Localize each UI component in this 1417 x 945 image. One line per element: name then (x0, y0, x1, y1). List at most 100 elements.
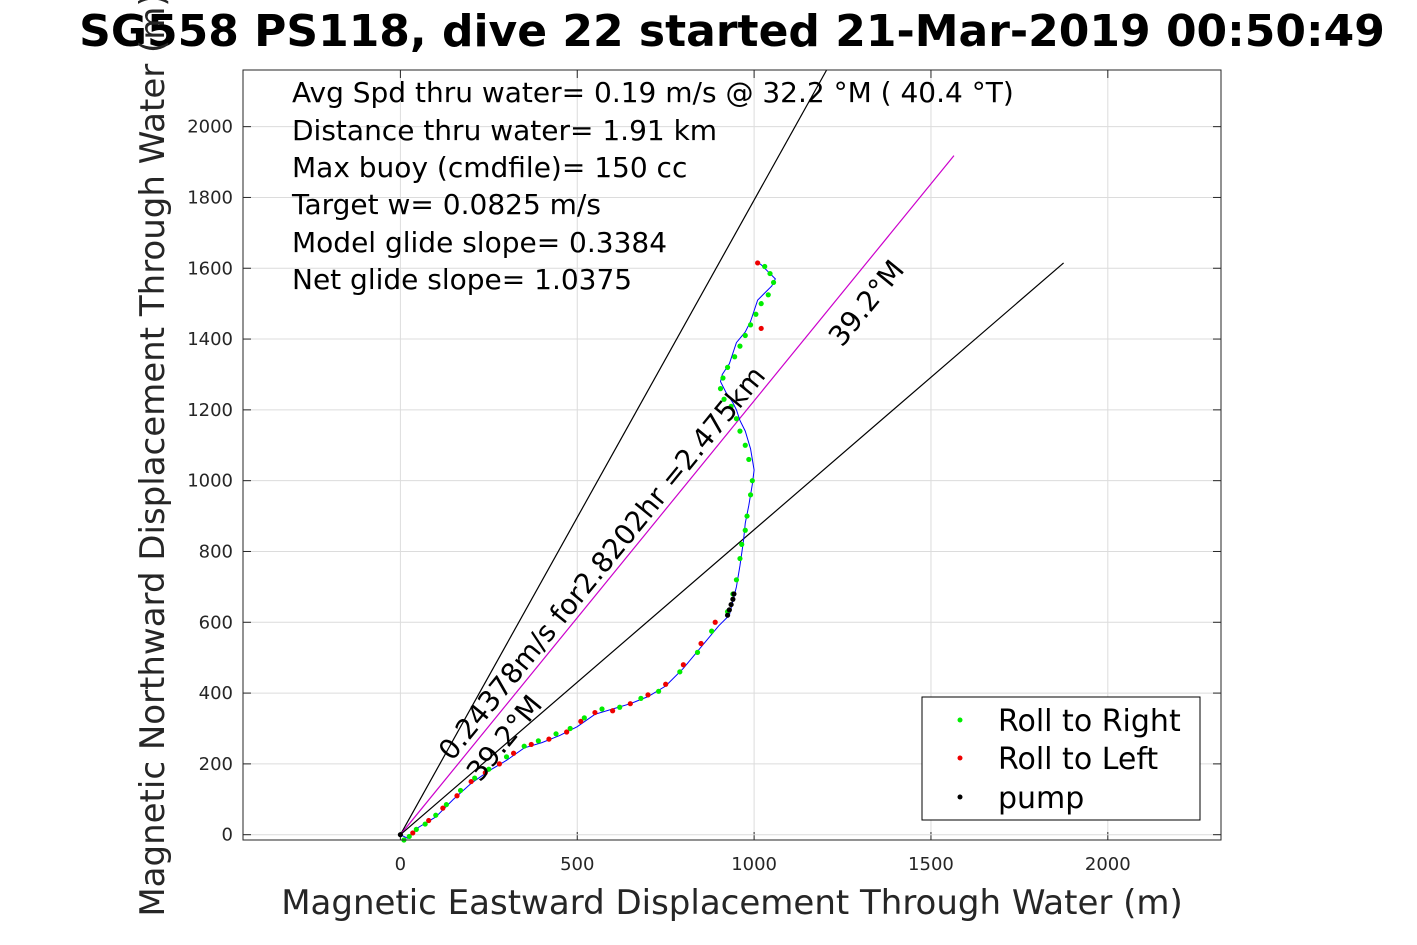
point-roll-to-right (732, 354, 738, 360)
y-tick-label: 1600 (187, 258, 233, 279)
legend: Roll to Right Roll to Left pump (921, 696, 1201, 821)
point-roll-to-right (599, 706, 605, 712)
x-tick-label: 500 (560, 854, 594, 875)
reference-line-lower (400, 262, 1064, 836)
point-roll-to-right (567, 725, 573, 732)
legend-label-pump: pump (998, 781, 1084, 816)
annotation-target-w: Target w= 0.0825 m/s (291, 188, 601, 221)
point-roll-to-right (724, 364, 731, 370)
point-roll-to-left (627, 701, 633, 707)
point-pump (397, 832, 403, 838)
reference-lines (399, 69, 1064, 836)
x-tick-label: 2000 (1085, 854, 1131, 875)
point-pump (724, 612, 731, 618)
y-tick-label: 1800 (187, 187, 233, 208)
point-roll-to-right (503, 754, 510, 760)
data-points (397, 260, 777, 843)
point-roll-to-left (610, 708, 616, 714)
point-roll-to-right (694, 649, 701, 655)
point-roll-to-right (521, 743, 527, 749)
point-roll-to-right (767, 270, 773, 277)
point-roll-to-right (737, 555, 743, 562)
point-roll-to-right (758, 301, 764, 307)
point-pump (726, 607, 732, 613)
point-roll-to-left (645, 692, 651, 698)
legend-label-roll-left: Roll to Left (998, 742, 1158, 777)
x-tick-label: 1500 (908, 854, 954, 875)
point-roll-to-left (758, 325, 764, 332)
point-roll-to-right (739, 541, 745, 547)
point-roll-to-right (717, 386, 724, 392)
point-roll-to-left (663, 681, 669, 687)
annotation-max-buoy: Max buoy (cmdfile)= 150 cc (292, 151, 687, 184)
point-roll-to-left (440, 805, 446, 811)
info-annotations: Avg Spd thru water= 0.19 m/s @ 32.2 °M (… (291, 76, 1014, 296)
x-axis-label: Magnetic Eastward Displacement Through W… (281, 883, 1183, 923)
point-roll-to-left (546, 736, 552, 742)
point-roll-to-left (755, 260, 761, 266)
x-tick-label: 1000 (731, 854, 777, 875)
point-roll-to-right (737, 428, 743, 434)
legend-box (921, 696, 1201, 821)
point-roll-to-right (472, 775, 478, 781)
x-tick-labels: 0 500 1000 1500 2000 (395, 854, 1131, 875)
point-roll-to-right (638, 695, 644, 701)
point-roll-to-right (443, 801, 449, 808)
y-tick-labels: 0 200 400 600 800 1000 1200 1400 1600 1800 2000 (187, 117, 233, 846)
point-roll-to-right (617, 704, 623, 710)
plot-frame (242, 69, 1222, 841)
point-roll-to-right (406, 833, 412, 840)
y-tick-label: 1400 (187, 329, 233, 350)
point-roll-to-left (712, 619, 718, 625)
y-tick-label: 800 (199, 541, 233, 562)
point-roll-to-right (747, 322, 754, 328)
reference-line-target (399, 155, 955, 836)
y-tick-label: 600 (199, 612, 233, 633)
point-roll-to-right (677, 669, 683, 675)
point-roll-to-left (410, 830, 416, 836)
point-roll-to-right (721, 396, 727, 402)
point-roll-to-left (698, 640, 704, 647)
point-roll-to-right (733, 577, 740, 583)
point-roll-to-right (457, 787, 464, 794)
chart-title: SG558 PS118, dive 22 started 21-Mar-2019… (79, 6, 1385, 57)
legend-marker-pump (957, 794, 963, 800)
speed-line-label: 0.24378m/s for2.8202hr =2.475km (432, 360, 772, 767)
point-roll-to-right (581, 715, 587, 721)
point-roll-to-left (528, 741, 534, 748)
y-tick-label: 2000 (187, 117, 233, 138)
point-roll-to-right (746, 456, 752, 463)
y-tick-label: 1000 (187, 471, 233, 492)
annotation-distance: Distance thru water= 1.91 km (292, 114, 717, 147)
annotation-avg-speed: Avg Spd thru water= 0.19 m/s @ 32.2 °M (… (292, 76, 1014, 109)
point-roll-to-right (433, 812, 439, 818)
point-roll-to-right (753, 311, 759, 317)
point-roll-to-right (413, 826, 419, 832)
point-pump (730, 596, 736, 602)
point-roll-to-left (482, 770, 488, 776)
point-roll-to-left (496, 761, 503, 767)
point-roll-to-right (486, 766, 492, 772)
point-roll-to-right (737, 343, 743, 349)
point-roll-to-right (747, 492, 754, 498)
y-tick-label: 0 (222, 825, 233, 846)
point-roll-to-left (454, 793, 460, 799)
point-roll-to-left (564, 729, 570, 735)
y-axis-label: Magnetic Northward Displacement Through … (133, 0, 173, 917)
y-tick-label: 200 (199, 754, 233, 775)
point-roll-to-right (742, 442, 748, 448)
point-roll-to-right (762, 263, 768, 270)
point-roll-to-left (468, 778, 474, 785)
y-tick-label: 400 (199, 683, 233, 704)
point-roll-to-right (535, 738, 541, 744)
legend-marker-roll-right (957, 717, 963, 723)
point-roll-to-left (426, 817, 432, 824)
point-roll-to-right (656, 688, 662, 694)
point-roll-to-right (709, 628, 715, 634)
point-roll-to-left (578, 718, 584, 725)
point-roll-to-left (510, 750, 517, 756)
point-roll-to-right (733, 416, 740, 422)
legend-label-roll-right: Roll to Right (998, 704, 1181, 739)
annotation-net-glide: Net glide slope= 1.0375 (292, 263, 632, 296)
